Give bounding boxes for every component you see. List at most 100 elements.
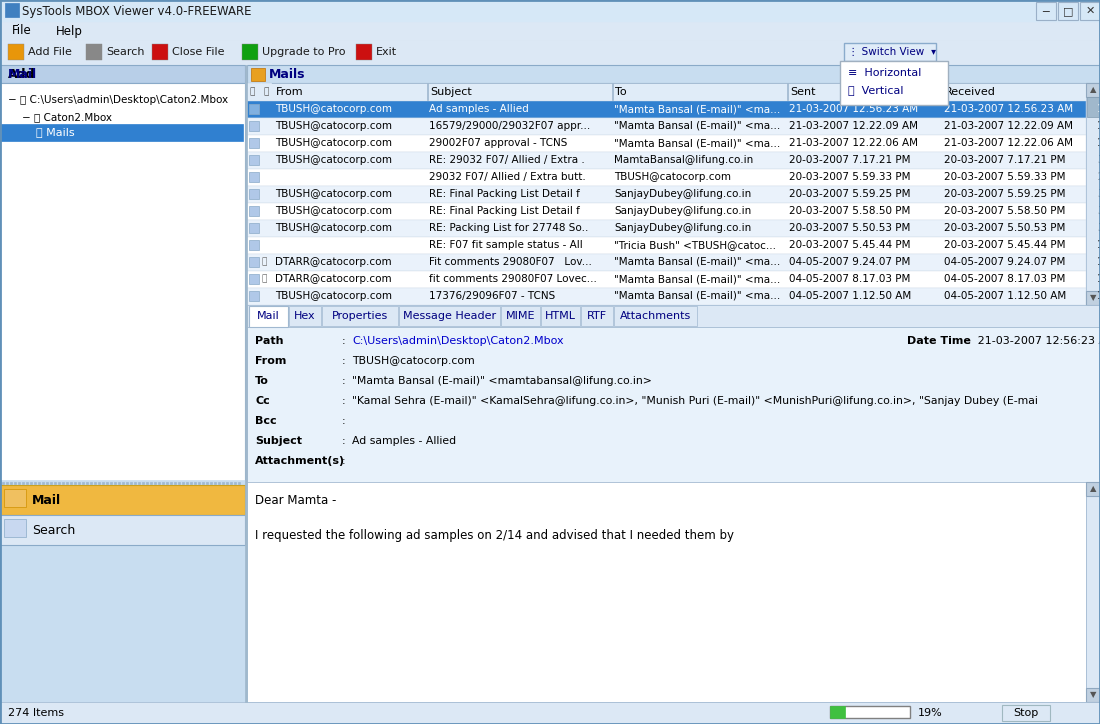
Text: ─: ─	[1043, 6, 1049, 16]
Text: Stop: Stop	[1013, 708, 1038, 718]
Text: :: :	[342, 336, 345, 346]
Bar	[248, 65, 1100, 83]
Bar	[249, 306, 288, 327]
Text: 1327: 1327	[1097, 274, 1100, 284]
Bar	[1086, 482, 1100, 496]
Bar	[194, 482, 196, 484]
Bar	[289, 306, 321, 326]
Text: TBUSH@catocorp.com: TBUSH@catocorp.com	[275, 291, 392, 301]
Bar	[90, 482, 92, 484]
Bar	[54, 482, 56, 484]
Bar	[4, 519, 26, 537]
Text: "Mamta Bansal (E-mail)" <ma...: "Mamta Bansal (E-mail)" <ma...	[614, 138, 780, 148]
Bar	[249, 274, 258, 284]
Bar	[206, 482, 208, 484]
Bar	[222, 482, 224, 484]
Text: Properties: Properties	[332, 311, 388, 321]
Text: 📎: 📎	[263, 88, 268, 96]
Bar	[356, 44, 372, 60]
Text: Close File: Close File	[172, 47, 224, 57]
Bar	[78, 482, 80, 484]
Text: :: :	[342, 356, 345, 366]
Bar	[1002, 705, 1050, 721]
Bar	[102, 482, 104, 484]
Bar	[248, 135, 1086, 152]
Text: 20-03-2007 5.45.44 PM: 20-03-2007 5.45.44 PM	[944, 240, 1066, 250]
Bar	[74, 482, 76, 484]
Bar	[118, 482, 120, 484]
Text: TBUSH@catocorp.com: TBUSH@catocorp.com	[275, 189, 392, 199]
Bar	[22, 482, 24, 484]
Bar	[844, 43, 936, 61]
Text: 29032 F07/ Allied / Extra butt.: 29032 F07/ Allied / Extra butt.	[429, 172, 585, 182]
Bar	[94, 482, 96, 484]
Text: − 📁 C:\Users\admin\Desktop\Caton2.Mbox: − 📁 C:\Users\admin\Desktop\Caton2.Mbox	[8, 95, 228, 105]
Text: From: From	[255, 356, 286, 366]
Text: Path: Path	[255, 336, 284, 346]
Text: 04-05-2007 8.17.03 PM: 04-05-2007 8.17.03 PM	[789, 274, 911, 284]
Bar	[198, 482, 200, 484]
Bar	[249, 189, 258, 199]
Text: Hex: Hex	[295, 311, 316, 321]
Text: TBUSH@catocorp.com: TBUSH@catocorp.com	[275, 206, 392, 216]
Text: C:\Users\admin\Desktop\Caton2.Mbox: C:\Users\admin\Desktop\Caton2.Mbox	[352, 336, 563, 346]
Text: 📎: 📎	[261, 258, 266, 266]
Text: 21-03-2007 12.22.09 AM: 21-03-2007 12.22.09 AM	[944, 121, 1072, 131]
Text: DTARR@catocorp.com: DTARR@catocorp.com	[275, 274, 392, 284]
Text: 20-03-2007 5.59.25 PM: 20-03-2007 5.59.25 PM	[944, 189, 1066, 199]
Bar	[154, 482, 156, 484]
Text: □: □	[1063, 6, 1074, 16]
Bar	[86, 482, 88, 484]
Bar	[249, 138, 258, 148]
Bar	[248, 186, 1086, 203]
Text: TBUSH@catocorp.com: TBUSH@catocorp.com	[275, 138, 392, 148]
Text: 3: 3	[1097, 189, 1100, 199]
Bar	[248, 83, 261, 101]
Text: From: From	[276, 87, 304, 97]
Bar	[1058, 2, 1078, 20]
Bar	[0, 485, 245, 515]
Bar	[541, 306, 580, 326]
Text: Mails: Mails	[270, 67, 306, 80]
Text: 📄: 📄	[249, 88, 254, 96]
Text: 20-03-2007 5.59.33 PM: 20-03-2007 5.59.33 PM	[944, 172, 1066, 182]
Text: − 📁 Caton2.Mbox: − 📁 Caton2.Mbox	[22, 112, 112, 122]
Bar	[249, 206, 258, 216]
Text: 20-03-2007 5.50.53 PM: 20-03-2007 5.50.53 PM	[944, 223, 1066, 233]
Bar	[0, 480, 245, 485]
Text: 20-03-2007 5.59.33 PM: 20-03-2007 5.59.33 PM	[789, 172, 911, 182]
Bar	[178, 482, 180, 484]
Text: Mail: Mail	[8, 67, 37, 80]
Text: MamtaBansal@lifung.co.in: MamtaBansal@lifung.co.in	[614, 155, 754, 165]
Bar	[248, 288, 1086, 305]
Text: TBUSH@catocorp.com: TBUSH@catocorp.com	[275, 223, 392, 233]
Text: DTARR@catocorp.com: DTARR@catocorp.com	[275, 257, 392, 267]
Bar	[186, 482, 188, 484]
Bar	[248, 482, 1086, 702]
Bar	[251, 68, 265, 81]
Text: :  21-03-2007 12:56:23 AM: : 21-03-2007 12:56:23 AM	[967, 336, 1100, 346]
Bar	[249, 291, 258, 301]
Text: Subject: Subject	[255, 436, 302, 446]
Bar	[30, 482, 32, 484]
Text: 1: 1	[1097, 291, 1100, 301]
Bar	[166, 482, 168, 484]
Bar	[130, 482, 132, 484]
Bar	[248, 101, 1086, 118]
Bar	[0, 65, 245, 83]
Text: "Mamta Bansal (E-mail)" <ma...: "Mamta Bansal (E-mail)" <ma...	[614, 274, 780, 284]
Text: ≡  Horizontal: ≡ Horizontal	[848, 68, 922, 78]
Text: RE: Final Packing List Detail f: RE: Final Packing List Detail f	[429, 189, 580, 199]
Text: I requested the following ad samples on 2/14 and advised that I needed them by: I requested the following ad samples on …	[255, 529, 734, 542]
Text: 20-03-2007 7.17.21 PM: 20-03-2007 7.17.21 PM	[944, 155, 1066, 165]
Bar	[238, 482, 240, 484]
Bar	[174, 482, 176, 484]
Text: 13: 13	[1097, 240, 1100, 250]
Text: :: :	[342, 436, 345, 446]
Text: 20-03-2007 5.59.25 PM: 20-03-2007 5.59.25 PM	[789, 189, 911, 199]
Bar	[18, 482, 20, 484]
Bar	[248, 152, 1086, 169]
Text: Add: Add	[8, 67, 35, 80]
Text: "Mamta Bansal (E-mail)" <mamtabansal@lifung.co.in>: "Mamta Bansal (E-mail)" <mamtabansal@lif…	[352, 376, 652, 386]
Text: 3: 3	[1097, 155, 1100, 165]
